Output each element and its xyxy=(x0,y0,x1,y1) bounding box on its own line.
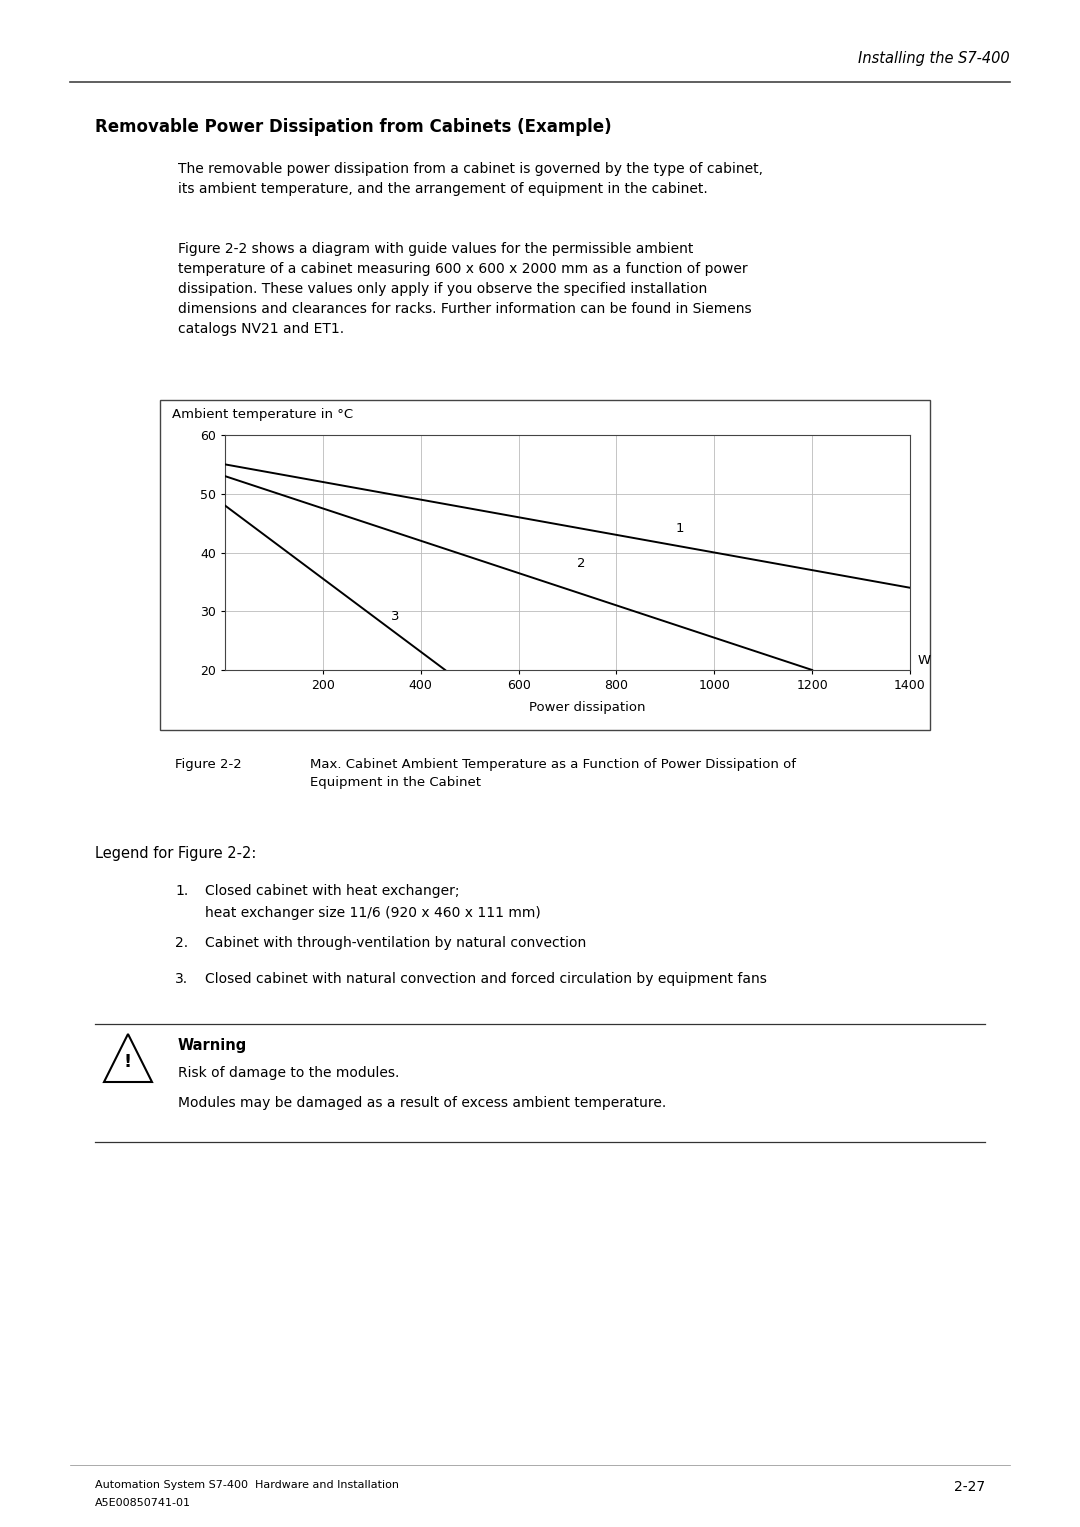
Text: A5E00850741-01: A5E00850741-01 xyxy=(95,1498,191,1509)
Text: Modules may be damaged as a result of excess ambient temperature.: Modules may be damaged as a result of ex… xyxy=(178,1096,666,1110)
Text: Legend for Figure 2-2:: Legend for Figure 2-2: xyxy=(95,846,256,861)
Text: W: W xyxy=(918,654,931,666)
Text: Power dissipation: Power dissipation xyxy=(529,701,646,715)
Text: Max. Cabinet Ambient Temperature as a Function of Power Dissipation of
Equipment: Max. Cabinet Ambient Temperature as a Fu… xyxy=(310,757,796,789)
Text: !: ! xyxy=(124,1054,132,1070)
Text: Ambient temperature in °C: Ambient temperature in °C xyxy=(172,408,353,421)
Text: 2-27: 2-27 xyxy=(954,1480,985,1493)
Text: Cabinet with through-ventilation by natural convection: Cabinet with through-ventilation by natu… xyxy=(205,936,586,950)
Text: 3: 3 xyxy=(391,611,400,623)
Text: Closed cabinet with heat exchanger;: Closed cabinet with heat exchanger; xyxy=(205,884,459,898)
Text: Figure 2-2 shows a diagram with guide values for the permissible ambient
tempera: Figure 2-2 shows a diagram with guide va… xyxy=(178,241,752,336)
Text: The removable power dissipation from a cabinet is governed by the type of cabine: The removable power dissipation from a c… xyxy=(178,162,762,195)
Text: 1: 1 xyxy=(675,522,684,534)
Text: 3.: 3. xyxy=(175,973,188,986)
Text: Removable Power Dissipation from Cabinets (Example): Removable Power Dissipation from Cabinet… xyxy=(95,118,611,136)
Text: Warning: Warning xyxy=(178,1038,247,1054)
Text: Automation System S7-400  Hardware and Installation: Automation System S7-400 Hardware and In… xyxy=(95,1480,399,1490)
Text: heat exchanger size 11/6 (920 x 460 x 111 mm): heat exchanger size 11/6 (920 x 460 x 11… xyxy=(205,906,541,919)
Text: Installing the S7-400: Installing the S7-400 xyxy=(859,50,1010,66)
Text: Risk of damage to the modules.: Risk of damage to the modules. xyxy=(178,1066,400,1080)
Text: 2: 2 xyxy=(578,557,585,570)
Text: 2.: 2. xyxy=(175,936,188,950)
Text: 1.: 1. xyxy=(175,884,188,898)
Bar xyxy=(160,400,930,730)
Text: Figure 2-2: Figure 2-2 xyxy=(175,757,242,771)
Text: Closed cabinet with natural convection and forced circulation by equipment fans: Closed cabinet with natural convection a… xyxy=(205,973,767,986)
